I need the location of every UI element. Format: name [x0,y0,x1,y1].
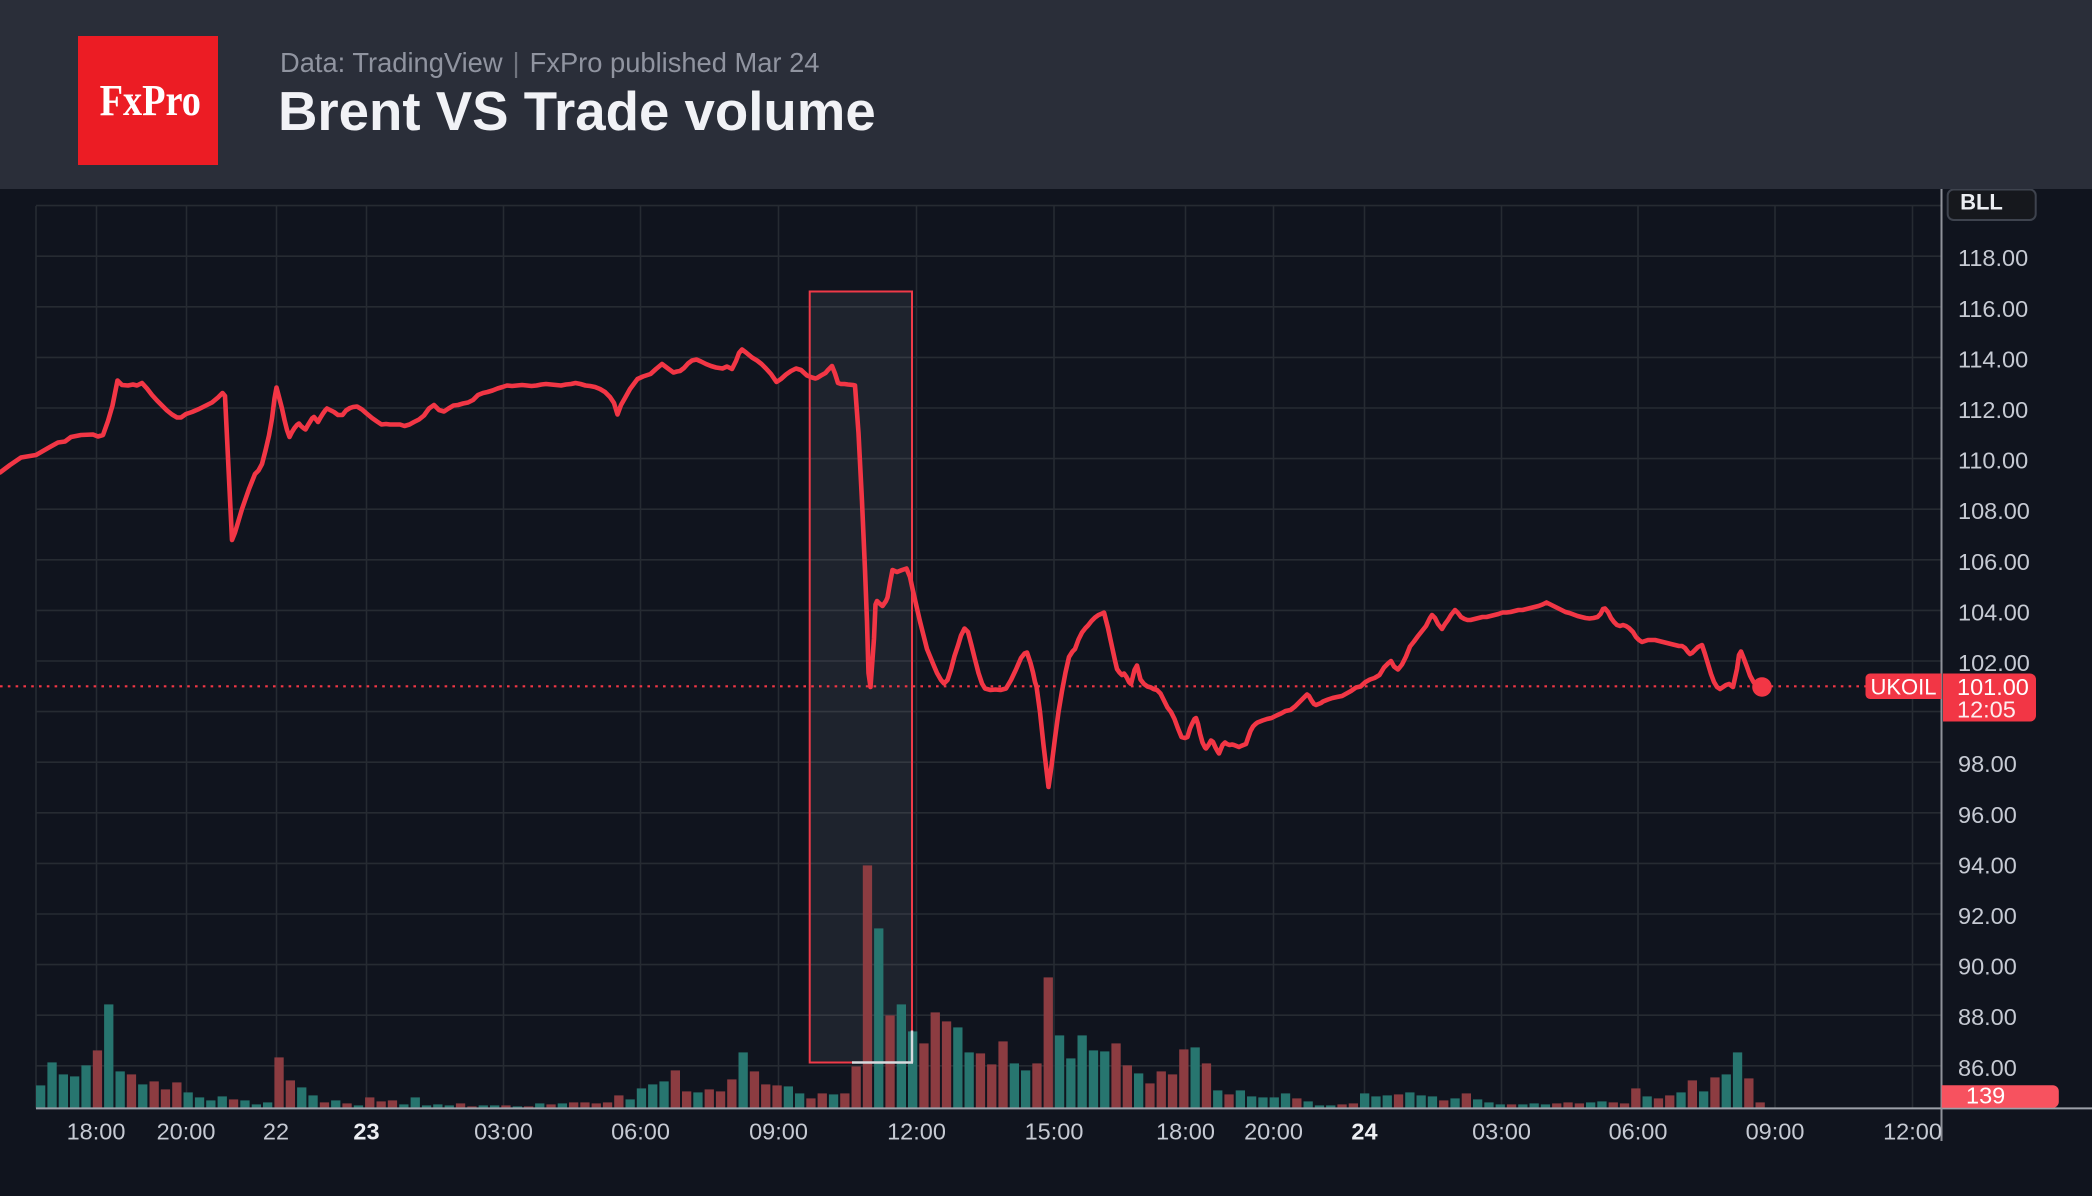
svg-text:116.00: 116.00 [1958,296,2028,322]
svg-text:03:00: 03:00 [474,1119,533,1145]
svg-text:12:00: 12:00 [1883,1119,1942,1145]
svg-text:118.00: 118.00 [1958,245,2028,271]
svg-text:03:00: 03:00 [1472,1119,1531,1145]
svg-text:09:00: 09:00 [749,1119,808,1145]
svg-text:110.00: 110.00 [1958,448,2028,474]
svg-text:92.00: 92.00 [1958,903,2017,929]
svg-text:96.00: 96.00 [1958,802,2017,828]
svg-text:BLL: BLL [1960,190,2003,215]
svg-text:101.00: 101.00 [1957,674,2029,700]
svg-text:108.00: 108.00 [1958,498,2030,524]
svg-text:18:00: 18:00 [1156,1119,1215,1145]
svg-text:112.00: 112.00 [1958,397,2028,423]
svg-text:104.00: 104.00 [1958,599,2030,625]
svg-text:20:00: 20:00 [157,1119,216,1145]
svg-text:90.00: 90.00 [1958,954,2017,980]
svg-text:139: 139 [1966,1083,2005,1109]
svg-text:18:00: 18:00 [67,1119,126,1145]
svg-text:98.00: 98.00 [1958,751,2017,777]
svg-text:114.00: 114.00 [1958,346,2028,372]
svg-text:06:00: 06:00 [611,1119,670,1145]
svg-text:94.00: 94.00 [1958,852,2017,878]
svg-text:102.00: 102.00 [1958,650,2030,676]
svg-text:09:00: 09:00 [1746,1119,1805,1145]
svg-text:86.00: 86.00 [1958,1055,2017,1081]
svg-text:24: 24 [1351,1119,1377,1145]
svg-text:88.00: 88.00 [1958,1004,2017,1030]
svg-text:15:00: 15:00 [1025,1119,1084,1145]
svg-text:23: 23 [353,1119,379,1145]
svg-text:UKOIL: UKOIL [1870,675,1936,700]
svg-text:12:05: 12:05 [1957,697,2016,723]
svg-text:12:00: 12:00 [887,1119,946,1145]
svg-text:22: 22 [263,1119,289,1145]
svg-text:106.00: 106.00 [1958,549,2030,575]
svg-text:20:00: 20:00 [1244,1119,1303,1145]
svg-text:06:00: 06:00 [1609,1119,1668,1145]
